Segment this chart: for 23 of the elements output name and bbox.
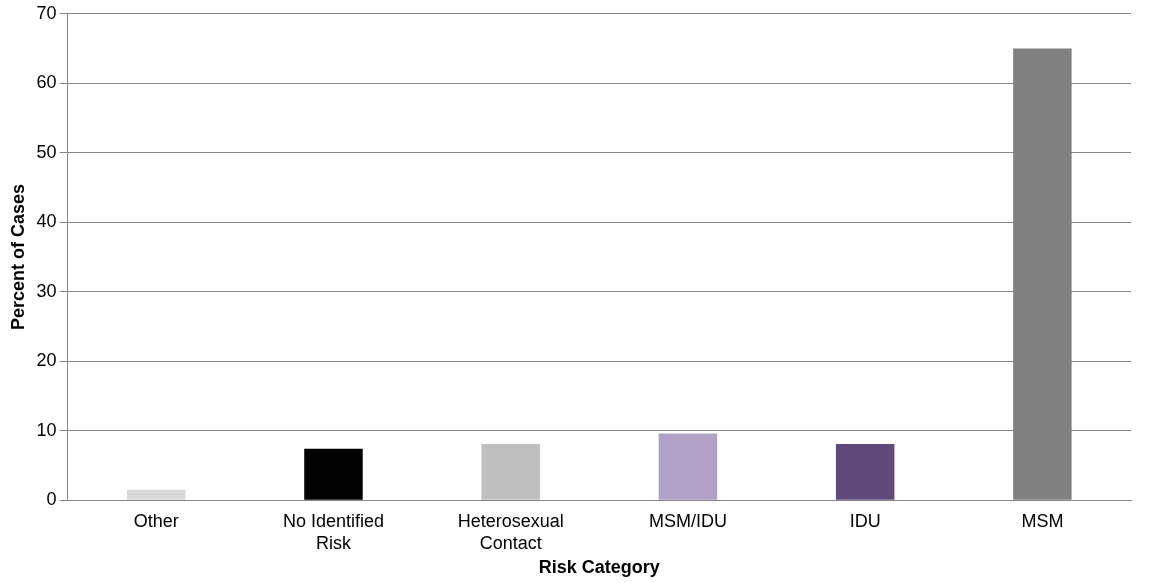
- y-tick-label: 50: [36, 141, 57, 162]
- bar: [304, 448, 363, 500]
- y-tick-label: 0: [46, 489, 57, 510]
- y-tick-label: 10: [36, 419, 57, 440]
- y-axis-title: Percent of Cases: [7, 183, 28, 331]
- y-tick-label: 40: [36, 211, 57, 232]
- y-tick-label: 20: [36, 350, 57, 371]
- category-label: MSM/IDU: [648, 510, 727, 531]
- category-label: Contact: [479, 532, 542, 553]
- y-tick-label: 30: [36, 280, 57, 301]
- bar: [835, 443, 895, 500]
- category-label: IDU: [849, 510, 881, 531]
- y-tick-label: 70: [36, 2, 57, 23]
- x-axis-title: Risk Category: [538, 557, 660, 578]
- category-label: Heterosexual: [457, 510, 564, 531]
- category-label: No Identified: [282, 510, 385, 531]
- bar: [658, 433, 718, 500]
- category-label: MSM: [1021, 510, 1064, 531]
- bar: [481, 443, 540, 500]
- y-tick-label: 60: [36, 72, 57, 93]
- bar: [126, 489, 186, 500]
- category-label: Other: [133, 510, 179, 531]
- category-label: Risk: [315, 532, 351, 553]
